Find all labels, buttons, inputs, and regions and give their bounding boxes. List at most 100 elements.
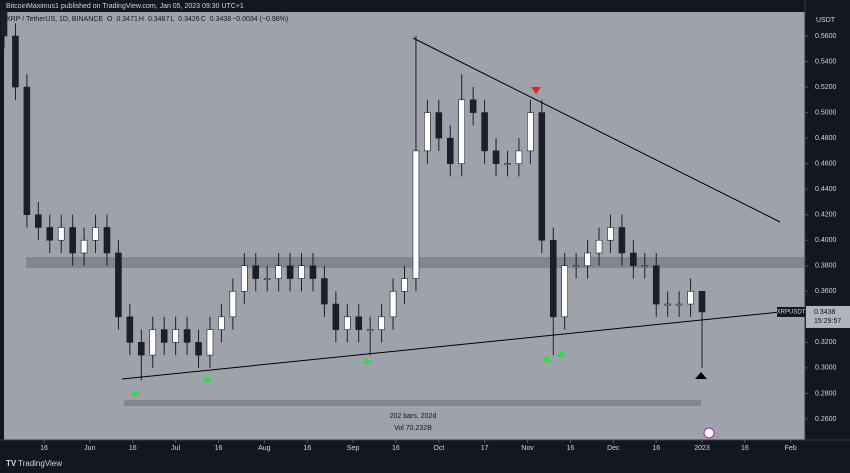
candle-body — [0, 10, 8, 37]
candle-body — [57, 227, 65, 241]
zone — [124, 400, 701, 406]
candle-body — [698, 290, 706, 313]
candle-body — [652, 265, 660, 305]
candle-body — [103, 227, 111, 254]
candle-body — [343, 316, 351, 330]
x-tick-label: Dec — [607, 445, 620, 452]
candle-body — [183, 329, 191, 343]
candle-body — [206, 329, 214, 356]
y-tick-label: 0.5200 — [815, 84, 837, 91]
y-tick-label: 0.3200 — [815, 339, 837, 346]
symbol-tag-text: XRPUSDT — [777, 310, 806, 316]
candle-body — [46, 227, 54, 241]
candle-body — [641, 265, 649, 268]
y-tick-label: 0.4400 — [815, 186, 837, 193]
candle-body — [664, 303, 671, 306]
candle-body — [298, 265, 305, 279]
candle-body — [138, 342, 145, 356]
y-tick-label: 0.2600 — [815, 416, 837, 423]
legend-item: XRP / TetherUS, 1D, BINANCE — [6, 16, 103, 23]
y-tick-label: 0.5400 — [815, 58, 837, 65]
candle-body — [401, 278, 408, 292]
candle-body — [687, 290, 694, 305]
candle-body — [630, 252, 637, 267]
range-bars: 202 bars, 202d — [390, 413, 437, 420]
candle-body — [218, 316, 225, 330]
candle-body — [229, 290, 237, 318]
symbol-tag — [777, 306, 805, 317]
candle-body — [366, 329, 374, 331]
axis-unit: USDT — [816, 17, 836, 24]
price-tag — [806, 305, 850, 328]
candle-body — [321, 278, 328, 305]
legend-item: 0.3438 — [210, 16, 232, 23]
x-tick-label: 16 — [392, 445, 400, 452]
x-tick-label: Nov — [521, 445, 534, 452]
x-tick-label: 16 — [40, 445, 48, 452]
x-tick-label: 16 — [215, 445, 223, 452]
plot-area — [4, 12, 805, 440]
candle-body — [469, 99, 477, 113]
candle-body — [412, 150, 420, 279]
up-arrow — [130, 390, 140, 396]
legend-item: 0.3471 — [116, 16, 138, 23]
legend-item: O — [107, 16, 113, 23]
brand[interactable]: TradingView — [18, 459, 62, 468]
event-icon — [703, 427, 715, 439]
candle-body — [92, 227, 99, 241]
candle-body — [481, 112, 488, 152]
candle-body — [355, 316, 363, 330]
x-tick-label: 16 — [129, 445, 137, 452]
publisher: BitcoinMaximus1 published on TradingView… — [6, 3, 244, 10]
candle-body — [549, 239, 557, 318]
candle-body — [607, 227, 614, 241]
y-tick-label: 0.3800 — [815, 263, 837, 270]
candle-body — [458, 99, 466, 164]
candle-body — [378, 316, 385, 330]
x-tick-label: Oct — [433, 445, 444, 452]
layers: 0.26000.28000.30000.32000.34000.36000.38… — [0, 0, 850, 452]
trendline — [412, 37, 781, 223]
candle-body — [446, 137, 454, 164]
x-tick-label: 2023 — [694, 445, 710, 452]
down-arrow — [531, 87, 541, 94]
candle-body — [23, 86, 31, 216]
range-volume: Vol 70.232B — [394, 425, 432, 432]
candle-body — [115, 252, 122, 318]
y-tick-label: 0.4000 — [815, 237, 837, 244]
up-arrow — [556, 351, 566, 357]
up-arrow — [202, 376, 212, 382]
candle-body — [675, 303, 683, 306]
candle-body — [527, 112, 534, 152]
y-tick-label: 0.3600 — [815, 288, 837, 295]
y-tick-label: 0.4600 — [815, 160, 837, 167]
candle-body — [492, 150, 500, 164]
up-arrow — [695, 372, 707, 379]
candle-body — [80, 239, 88, 254]
legend-item: C — [201, 16, 206, 23]
candle-body — [241, 265, 248, 292]
candle-body — [389, 290, 397, 318]
brand-logo[interactable]: TV — [6, 459, 17, 468]
y-tick-label: 0.4200 — [815, 212, 837, 219]
candle-body — [504, 163, 511, 165]
candle-body — [160, 329, 168, 343]
candle-body — [435, 112, 443, 139]
candle-body — [584, 252, 591, 267]
candle-body — [561, 265, 569, 318]
candle-body — [12, 35, 19, 88]
y-tick-label: 0.3000 — [815, 365, 837, 372]
candle-body — [515, 150, 523, 164]
y-tick-label: 0.4800 — [815, 135, 837, 142]
candle-body — [275, 265, 282, 279]
candle-body — [126, 316, 134, 343]
candle-body — [35, 214, 42, 228]
y-tick-label: 0.2800 — [815, 390, 837, 397]
candle-body — [332, 303, 340, 330]
legend-item: 0.3487 — [148, 16, 170, 23]
x-tick-label: Sep — [347, 445, 360, 452]
x-tick-label: Jul — [171, 445, 180, 452]
x-tick-label: Feb — [785, 445, 797, 452]
